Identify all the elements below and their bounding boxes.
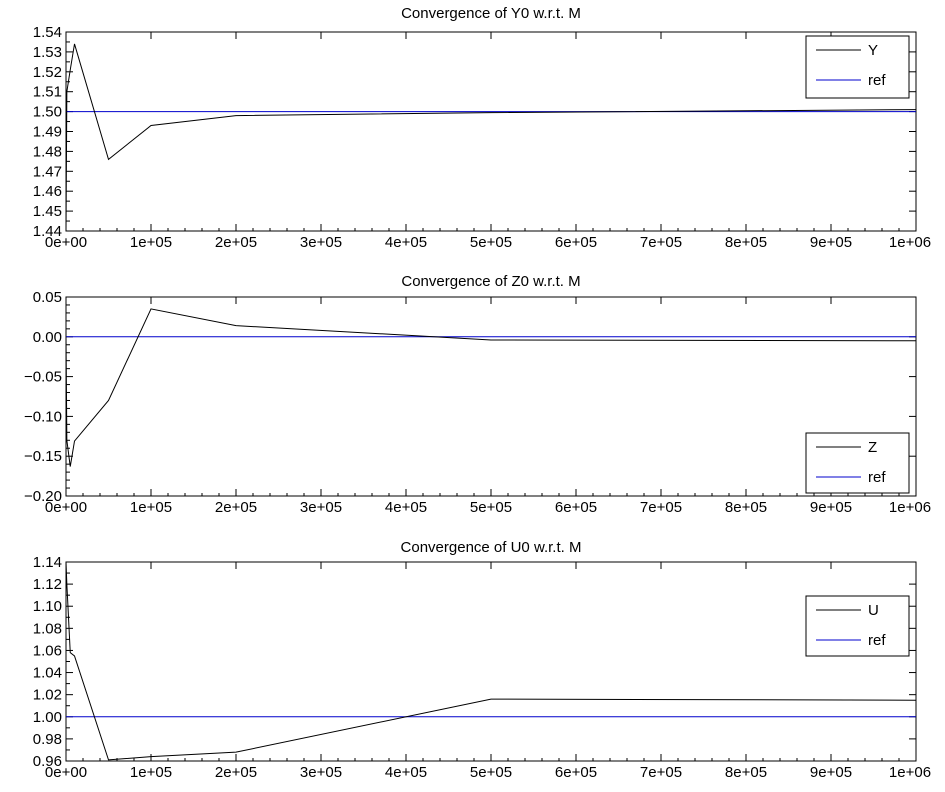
y-tick-label: 1.14 <box>33 554 62 571</box>
chart-title: Convergence of Z0 w.r.t. M <box>401 273 580 290</box>
chart-panel-2: Convergence of Z0 w.r.t. M 0e+00 1e+05 2e+0… <box>24 273 931 516</box>
x-tick-label: 1e+06 <box>889 234 931 251</box>
y-tick-label: 0.05 <box>33 289 62 306</box>
x-tick-label: 7e+05 <box>640 499 682 516</box>
chart-panel-3: Convergence of U0 w.r.t. M 0e+00 1e+05 2e+0… <box>33 539 931 781</box>
y-tick-label: 1.46 <box>33 183 62 200</box>
x-tick-label: 7e+05 <box>640 234 682 251</box>
y-tick-label: 1.10 <box>33 598 62 615</box>
plot-area-frame <box>65 31 917 232</box>
x-tick-label: 2e+05 <box>215 764 257 781</box>
x-tick-label: 4e+05 <box>385 764 427 781</box>
legend-box <box>805 35 910 99</box>
plot-area-frame <box>65 561 917 762</box>
x-tick-label: 8e+05 <box>725 499 767 516</box>
legend-label-Y: Y <box>868 42 878 59</box>
y-tick-label: −0.20 <box>24 488 62 505</box>
legend-label-ref: ref <box>868 72 886 89</box>
y-tick-label: −0.15 <box>24 448 62 465</box>
x-tick-label: 1e+05 <box>130 764 172 781</box>
x-tick-label: 9e+05 <box>810 764 852 781</box>
x-tick-label: 2e+05 <box>215 499 257 516</box>
y-tick-label: 1.08 <box>33 620 62 637</box>
x-tick-label: 3e+05 <box>300 234 342 251</box>
series-line-U <box>66 562 916 761</box>
x-tick-label: 2e+05 <box>215 234 257 251</box>
y-tick-label: 1.44 <box>33 223 62 240</box>
y-tick-label: 1.04 <box>33 665 62 682</box>
x-tick-label: 6e+05 <box>555 764 597 781</box>
x-tick-label: 0e+00 <box>45 764 87 781</box>
y-tick-label: 1.12 <box>33 576 62 593</box>
y-tick-label: 1.53 <box>33 44 62 61</box>
y-tick-label: 1.45 <box>33 203 62 220</box>
x-tick-label: 4e+05 <box>385 499 427 516</box>
series-line-Y <box>66 43 916 231</box>
x-tick-label: 1e+06 <box>889 499 931 516</box>
x-tick-label: 1e+06 <box>889 764 931 781</box>
chart-panel-1: Convergence of Y0 w.r.t. M 0e+00 1e+05 2e+0… <box>33 5 931 251</box>
plot-area-frame <box>65 296 917 497</box>
legend-label-Z: Z <box>868 439 877 456</box>
legend-label-ref: ref <box>868 469 886 486</box>
x-tick-label: 6e+05 <box>555 234 597 251</box>
y-tick-label: 1.06 <box>33 642 62 659</box>
y-tick-label: 1.47 <box>33 163 62 180</box>
y-tick-label: 1.49 <box>33 124 62 141</box>
y-tick-label: −0.05 <box>24 369 62 386</box>
y-tick-label: 1.52 <box>33 64 62 81</box>
y-tick-label: 1.02 <box>33 687 62 704</box>
x-tick-label: 7e+05 <box>640 764 682 781</box>
x-tick-label: 0e+00 <box>45 499 87 516</box>
x-tick-label: 3e+05 <box>300 764 342 781</box>
y-tick-label: 0.98 <box>33 731 62 748</box>
y-tick-label: 0.96 <box>33 753 62 770</box>
y-tick-label: 1.48 <box>33 143 62 160</box>
chart-title: Convergence of U0 w.r.t. M <box>401 539 582 556</box>
y-tick-label: −0.10 <box>24 408 62 425</box>
x-tick-label: 8e+05 <box>725 764 767 781</box>
y-tick-label: 1.00 <box>33 709 62 726</box>
x-tick-label: 5e+05 <box>470 499 512 516</box>
x-tick-label: 5e+05 <box>470 764 512 781</box>
y-tick-label: 0.00 <box>33 329 62 346</box>
legend-box <box>805 432 910 494</box>
x-tick-label: 1e+05 <box>130 234 172 251</box>
x-tick-label: 8e+05 <box>725 234 767 251</box>
x-tick-label: 6e+05 <box>555 499 597 516</box>
x-tick-label: 0e+00 <box>45 234 87 251</box>
legend-label-ref: ref <box>868 632 886 649</box>
x-tick-label: 9e+05 <box>810 499 852 516</box>
x-tick-label: 9e+05 <box>810 234 852 251</box>
series-line-Z <box>66 308 916 467</box>
y-tick-label: 1.50 <box>33 104 62 121</box>
y-tick-label: 1.51 <box>33 84 62 101</box>
x-tick-label: 5e+05 <box>470 234 512 251</box>
legend-box <box>805 595 910 657</box>
legend-label-U: U <box>868 602 879 619</box>
y-tick-label: 1.54 <box>33 24 62 41</box>
x-tick-label: 3e+05 <box>300 499 342 516</box>
chart-title: Convergence of Y0 w.r.t. M <box>401 5 581 22</box>
x-tick-label: 1e+05 <box>130 499 172 516</box>
x-tick-label: 4e+05 <box>385 234 427 251</box>
